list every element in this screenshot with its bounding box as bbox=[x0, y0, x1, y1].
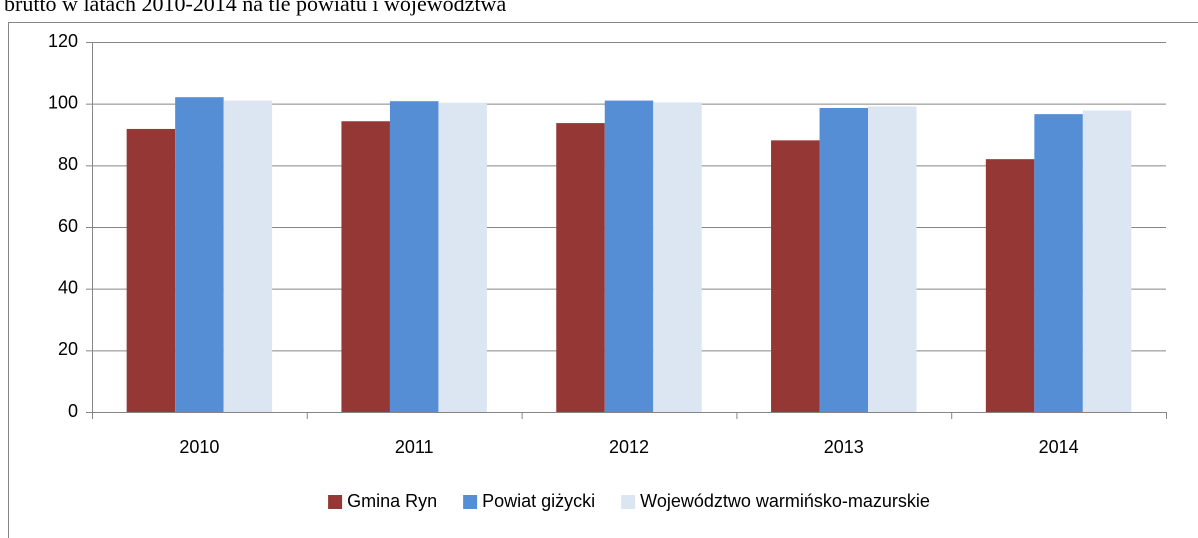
x-tick-label: 2013 bbox=[824, 437, 864, 457]
bar bbox=[604, 100, 654, 412]
x-tick-label: 2014 bbox=[1039, 437, 1079, 457]
bar bbox=[653, 102, 702, 412]
legend-swatch bbox=[328, 495, 343, 509]
bar bbox=[868, 106, 917, 413]
bar bbox=[389, 101, 439, 412]
y-tick-label: 40 bbox=[58, 277, 78, 297]
bar bbox=[126, 128, 176, 412]
bar bbox=[556, 123, 605, 412]
y-tick-label: 0 bbox=[68, 401, 78, 421]
bar bbox=[819, 107, 869, 412]
bar bbox=[223, 100, 273, 412]
bar bbox=[1034, 114, 1083, 413]
x-tick-label: 2011 bbox=[395, 437, 434, 457]
y-tick-label: 120 bbox=[48, 31, 78, 51]
legend-swatch bbox=[621, 495, 636, 509]
y-tick-label: 20 bbox=[58, 339, 78, 359]
x-tick-label: 2012 bbox=[609, 437, 649, 457]
y-tick-label: 80 bbox=[58, 154, 78, 174]
legend-swatch bbox=[463, 495, 478, 509]
bar bbox=[771, 140, 820, 412]
x-tick-label: 2010 bbox=[179, 437, 219, 457]
legend-label: Województwo warmińsko-mazurskie bbox=[640, 491, 930, 511]
bar bbox=[341, 121, 390, 412]
y-tick-label: 60 bbox=[58, 216, 78, 236]
bar bbox=[985, 159, 1035, 412]
bar bbox=[1082, 110, 1132, 412]
legend-label: Gmina Ryn bbox=[347, 491, 437, 511]
legend-label: Powiat giżycki bbox=[482, 491, 595, 511]
bar bbox=[438, 102, 487, 412]
y-tick-label: 100 bbox=[48, 92, 78, 112]
bar bbox=[175, 97, 224, 413]
chart-title: brutto w latach 2010-2014 na tle powiatu… bbox=[4, 0, 506, 16]
